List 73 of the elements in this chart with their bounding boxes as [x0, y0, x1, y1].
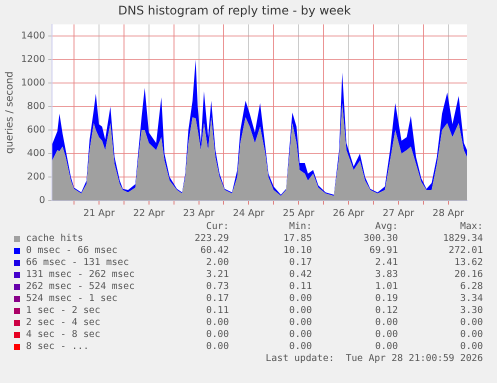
text: 272.01: [448, 245, 483, 257]
y-tick-label: 1400: [20, 30, 46, 42]
legend-label: 4 sec - 8 sec: [26, 329, 100, 341]
legend-label: 2 sec - 4 sec: [26, 317, 100, 329]
text: 0.00: [460, 329, 483, 341]
text: 10.10: [283, 245, 312, 257]
legend-label: 66 msec - 131 msec: [26, 257, 129, 269]
text: 0.00: [375, 317, 398, 329]
legend-label: 524 msec - 1 sec: [26, 293, 118, 305]
x-tick-label: 23 Apr: [182, 208, 215, 219]
legend-label: 0 msec - 66 msec: [26, 245, 118, 257]
text: 3.21: [206, 269, 229, 281]
x-tick-label: 27 Apr: [382, 208, 414, 219]
text: Avg:: [375, 221, 398, 233]
text: 13.62: [454, 257, 483, 269]
text: 2.41: [375, 257, 398, 269]
text: 0.17: [289, 257, 312, 269]
y-tick-label: 0: [39, 195, 46, 206]
text: 69.91: [369, 245, 398, 257]
legend-label: 8 sec - ...: [26, 341, 89, 353]
text: 0.00: [206, 329, 229, 341]
text: 0.00: [289, 305, 312, 317]
y-axis-title: queries / second: [4, 71, 16, 154]
text: 0.00: [289, 329, 312, 341]
y-tick-label: 200: [27, 172, 46, 183]
text: 3.30: [460, 305, 483, 317]
y-tick-label: 1000: [20, 78, 46, 89]
text: 20.16: [454, 269, 483, 281]
text: 3.83: [375, 269, 398, 281]
legend-label: 262 msec - 524 msec: [26, 281, 135, 293]
text: 0.42: [289, 269, 312, 281]
text: 300.30: [364, 233, 398, 245]
text: 0.00: [289, 293, 312, 305]
text: 0.00: [460, 341, 483, 353]
y-tick-label: 600: [27, 124, 46, 136]
text: 0.00: [289, 317, 312, 329]
text: 60.42: [200, 245, 229, 257]
text: 0.00: [206, 317, 229, 329]
text: Cur:: [206, 221, 229, 233]
text: 0.17: [206, 293, 229, 305]
text: 223.29: [194, 233, 229, 245]
x-tick-label: 21 Apr: [83, 208, 115, 219]
text: Max:: [460, 221, 483, 233]
x-tick-label: 25 Apr: [282, 208, 314, 219]
x-tick-label: 24 Apr: [232, 208, 265, 219]
legend-label: 1 sec - 2 sec: [26, 305, 100, 317]
text: Last update: Tue Apr 28 21:00:59 2026: [264, 353, 484, 365]
text: 1829.34: [442, 233, 483, 245]
legend-label: cache hits: [26, 233, 84, 245]
text: 17.85: [283, 233, 312, 245]
chart-title: DNS histogram of reply time - by week: [118, 3, 351, 18]
text: 0.11: [206, 305, 229, 317]
text: 0.00: [289, 341, 312, 353]
text: 0.12: [375, 305, 398, 317]
y-tick-label: 400: [27, 148, 46, 160]
x-tick-label: 22 Apr: [133, 208, 165, 219]
text: 1.01: [375, 281, 398, 293]
y-tick-label: 800: [27, 101, 46, 112]
text: 3.34: [460, 293, 483, 305]
text: 0.00: [375, 341, 398, 353]
text: 0.73: [206, 281, 229, 293]
text: 0.19: [375, 293, 398, 305]
legend-label: 131 msec - 262 msec: [26, 269, 135, 281]
text: 0.00: [375, 329, 398, 341]
x-tick-label: 26 Apr: [332, 208, 364, 219]
x-tick-label: 28 Apr: [432, 208, 464, 219]
text: 0.00: [206, 341, 229, 353]
text: 0.11: [289, 281, 312, 293]
text: 2.00: [206, 257, 229, 269]
text: 0.00: [460, 317, 483, 329]
text: Min:: [289, 221, 312, 233]
y-tick-label: 1200: [20, 54, 46, 66]
text: 6.28: [460, 281, 483, 293]
